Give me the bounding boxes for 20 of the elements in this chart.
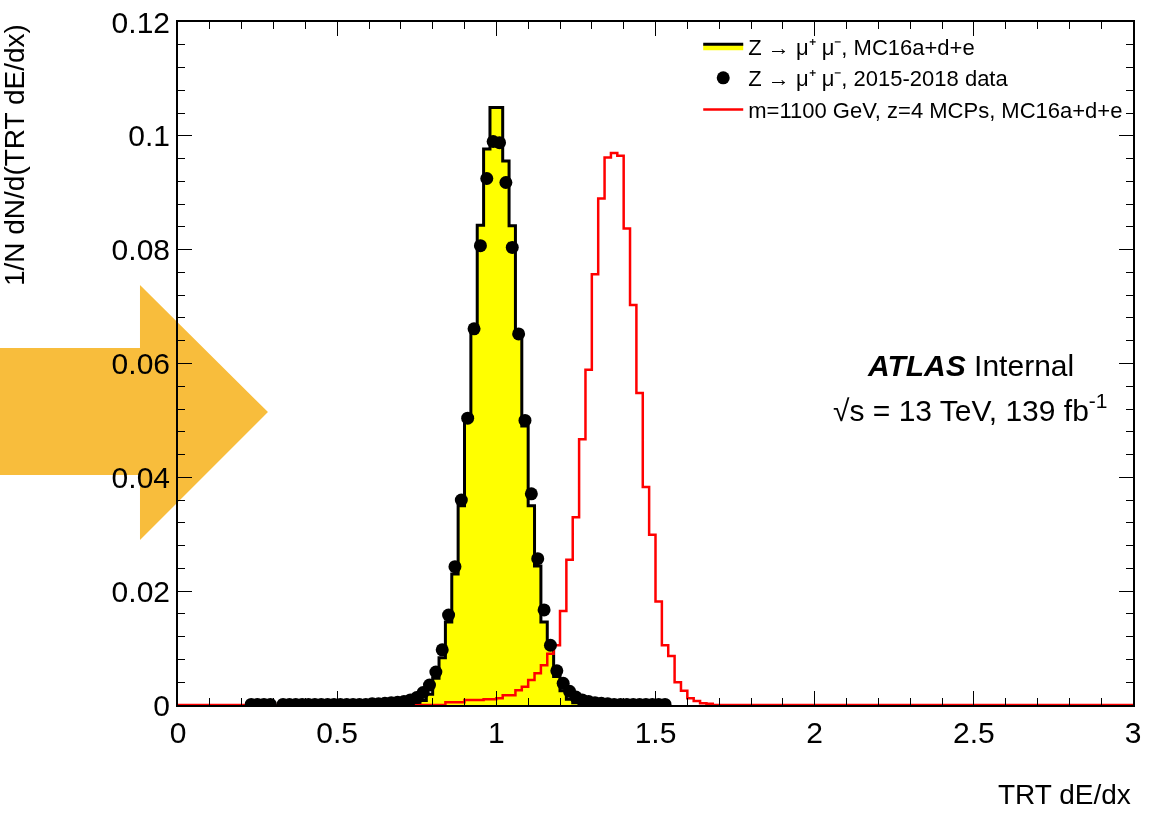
legend-label: Z → μ⁺ μ⁻, MC16a+d+e xyxy=(748,34,975,60)
x-tick-label: 2.5 xyxy=(952,716,995,749)
y-tick-label: 0.06 xyxy=(111,347,170,380)
annotation: √s = 13 TeV, 139 fb$^{-1}$ xyxy=(833,389,1108,427)
y-tick-label: 0.12 xyxy=(111,5,170,39)
y-tick-label: 0.04 xyxy=(111,460,170,494)
x-tick-label: 1.5 xyxy=(634,716,677,749)
y-tick-label: 0.1 xyxy=(128,119,170,153)
x-axis-title: TRT dE/dx xyxy=(998,779,1131,810)
x-tick-label: 2 xyxy=(806,716,824,749)
legend-label: Z → μ⁺ μ⁻, 2015-2018 data xyxy=(748,66,1009,92)
y-axis-title: 1/N dN/d(TRT dE/dx) xyxy=(0,24,31,287)
legend-label: m=1100 GeV, z=4 MCPs, MC16a+d+e xyxy=(748,98,1123,123)
x-tick-label: 3 xyxy=(1124,716,1142,749)
y-tick-label: 0 xyxy=(153,688,170,722)
x-tick-label: 0.5 xyxy=(316,716,359,749)
annotation: ATLAS Internal xyxy=(867,349,1075,382)
y-tick-label: 0.08 xyxy=(111,233,170,267)
x-tick-label: 1 xyxy=(487,716,505,749)
y-tick-label: 0.02 xyxy=(111,574,170,608)
